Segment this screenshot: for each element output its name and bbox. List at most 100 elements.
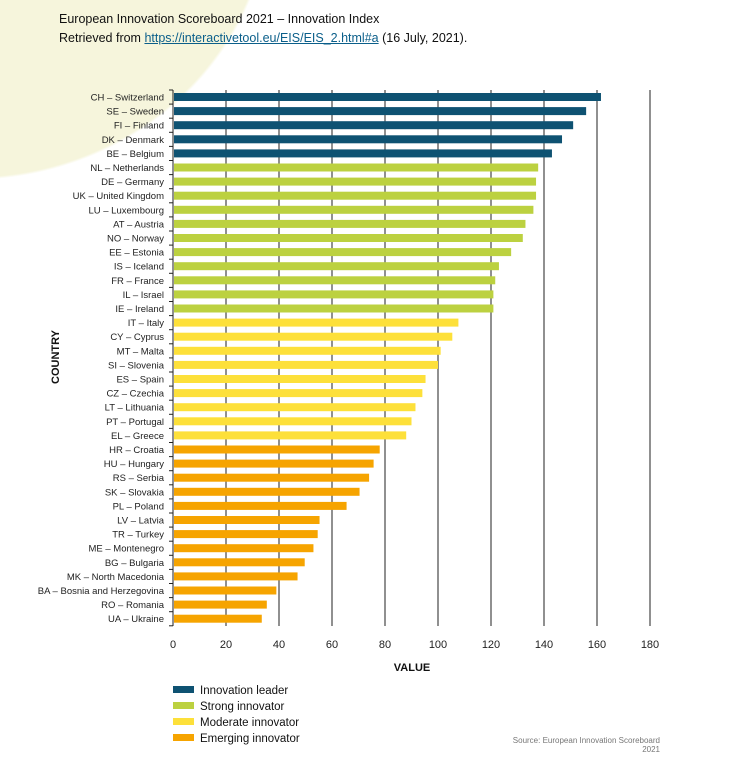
- bar: [174, 600, 267, 609]
- y-axis-title: COUNTRY: [50, 329, 62, 384]
- x-tick-label: 40: [273, 639, 285, 651]
- y-tick-label: FR – France: [111, 276, 164, 287]
- y-tick-label: SI – Slovenia: [108, 360, 165, 371]
- bar: [174, 234, 523, 242]
- bar: [174, 332, 453, 341]
- x-tick-label: 120: [482, 639, 500, 651]
- bar: [174, 417, 412, 426]
- bar: [174, 403, 416, 412]
- y-tick-label: LU – Luxembourg: [88, 205, 164, 216]
- bar: [174, 121, 574, 130]
- y-tick-label: CZ – Czechia: [106, 389, 164, 400]
- bar: [174, 107, 587, 116]
- y-tick-label: ME – Montenegro: [88, 544, 164, 555]
- source-link[interactable]: https://interactivetool.eu/EIS/EIS_2.htm…: [144, 31, 379, 45]
- y-tick-label: RS – Serbia: [113, 473, 165, 484]
- chart-header: European Innovation Scoreboard 2021 – In…: [59, 10, 559, 48]
- bar: [174, 586, 277, 595]
- y-tick-label: HR – Croatia: [109, 445, 165, 456]
- chart-title: European Innovation Scoreboard 2021 – In…: [59, 12, 380, 26]
- y-tick-label: UK – United Kingdom: [73, 191, 164, 202]
- y-tick-label: CH – Switzerland: [91, 93, 164, 104]
- bar: [174, 375, 426, 383]
- bar: [174, 473, 370, 482]
- bar: [174, 389, 423, 398]
- y-tick-label: EL – Greece: [111, 431, 164, 442]
- bar: [174, 318, 459, 327]
- x-tick-label: 180: [641, 639, 659, 651]
- y-tick-label: IE – Ireland: [115, 304, 164, 315]
- legend-swatch: [173, 686, 194, 693]
- y-tick-label: DK – Denmark: [102, 135, 165, 146]
- bar: [174, 459, 374, 468]
- bar: [174, 530, 318, 539]
- x-tick-label: 60: [326, 639, 338, 651]
- bar: [174, 262, 499, 271]
- bar: [174, 360, 438, 369]
- legend-swatch: [173, 702, 194, 709]
- legend-label: Emerging innovator: [200, 733, 300, 745]
- retrieved-line: Retrieved from https://interactivetool.e…: [59, 29, 559, 48]
- source-note: Source: European Innovation Scoreboard 2…: [512, 736, 660, 754]
- bar: [174, 163, 539, 172]
- bar: [174, 276, 496, 285]
- x-tick-label: 160: [588, 639, 606, 651]
- x-tick-label: 0: [170, 639, 176, 651]
- y-tick-label: NO – Norway: [107, 234, 164, 245]
- bar: [174, 572, 298, 581]
- bar: [174, 346, 441, 355]
- bar: [174, 558, 305, 567]
- x-tick-label: 140: [535, 639, 553, 651]
- y-tick-label: FI – Finland: [114, 121, 164, 132]
- x-tick-label: 20: [220, 639, 232, 651]
- y-tick-label: RO – Romania: [101, 600, 165, 611]
- bar: [174, 445, 380, 454]
- y-tick-label: NL – Netherlands: [90, 163, 164, 174]
- y-tick-label: DE – Germany: [101, 177, 164, 188]
- x-axis-title: VALUE: [394, 662, 430, 674]
- y-tick-label: MT – Malta: [117, 346, 165, 357]
- legend-swatch: [173, 718, 194, 725]
- y-tick-label: LT – Lithuania: [105, 403, 165, 414]
- retrieved-suffix: (16 July, 2021).: [378, 31, 468, 45]
- y-tick-label: ES – Spain: [116, 375, 164, 386]
- y-tick-label: LV – Latvia: [117, 516, 165, 527]
- y-tick-label: PL – Poland: [113, 501, 164, 512]
- legend-label: Strong innovator: [200, 701, 285, 713]
- y-tick-label: BG – Bulgaria: [105, 558, 165, 569]
- bar: [174, 487, 360, 496]
- bar: [174, 149, 552, 158]
- bar: [174, 516, 320, 524]
- x-tick-label: 80: [379, 639, 391, 651]
- y-tick-label: SE – Sweden: [106, 107, 164, 118]
- bar: [174, 614, 262, 623]
- bar: [174, 93, 601, 101]
- y-tick-label: SK – Slovakia: [105, 487, 165, 498]
- bar: [174, 544, 314, 553]
- bar: [174, 501, 347, 510]
- y-tick-label: BA – Bosnia and Herzegovina: [38, 586, 165, 597]
- bar: [174, 205, 534, 214]
- bar: [174, 431, 407, 440]
- bar: [174, 135, 563, 144]
- y-tick-label: CY – Cyprus: [110, 332, 164, 343]
- y-tick-label: BE – Belgium: [106, 149, 164, 160]
- bar: [174, 248, 512, 257]
- y-tick-label: TR – Turkey: [112, 530, 164, 541]
- y-tick-label: IL – Israel: [123, 290, 164, 301]
- retrieved-prefix: Retrieved from: [59, 31, 145, 45]
- y-tick-label: AT – Austria: [113, 219, 165, 230]
- y-tick-label: PT – Portugal: [106, 417, 164, 428]
- x-tick-label: 100: [429, 639, 447, 651]
- bar: [174, 290, 494, 299]
- bar: [174, 304, 494, 313]
- y-tick-label: IS – Iceland: [114, 262, 164, 273]
- bar: [174, 219, 526, 228]
- legend-label: Innovation leader: [200, 685, 288, 697]
- bar: [174, 191, 537, 200]
- y-tick-label: MK – North Macedonia: [67, 572, 165, 583]
- y-tick-label: IT – Italy: [128, 318, 165, 329]
- legend-swatch: [173, 734, 194, 741]
- y-tick-label: HU – Hungary: [104, 459, 164, 470]
- bar-chart: 0 20 40 60 80 100 120 140 160 180 CH – Switzerland…: [38, 89, 659, 745]
